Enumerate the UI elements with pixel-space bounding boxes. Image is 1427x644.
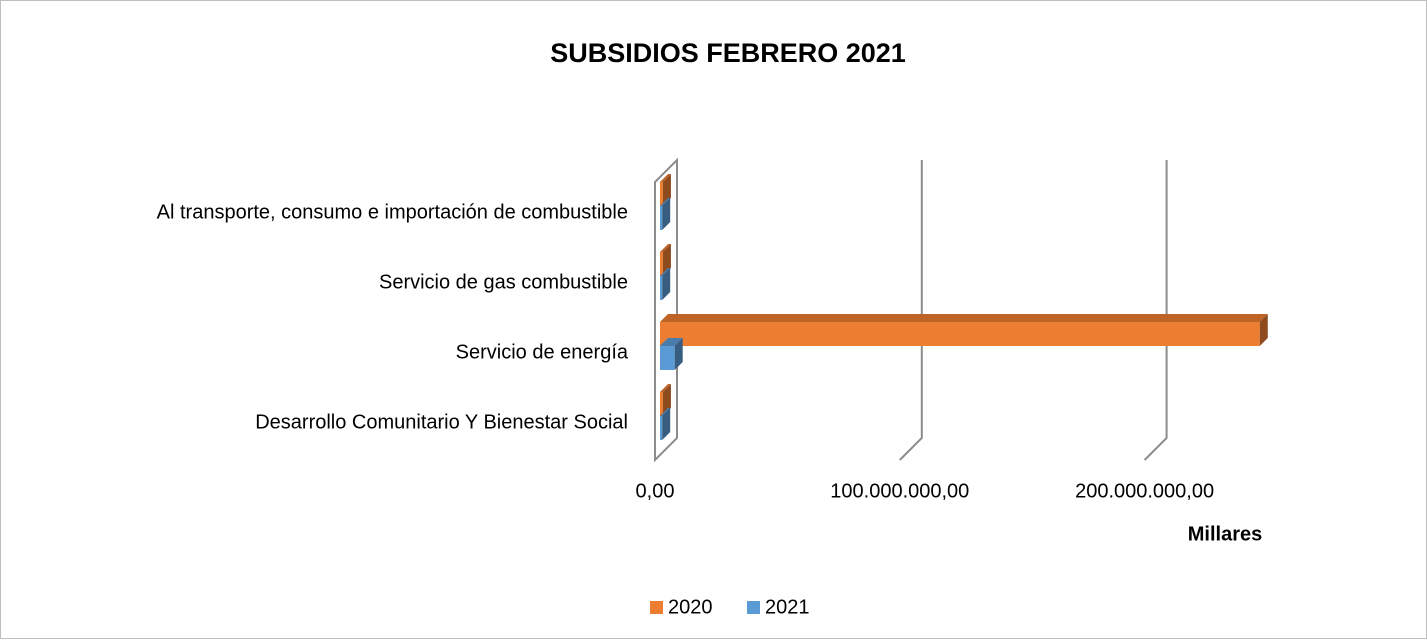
bar-face [660, 338, 683, 346]
bar-face [660, 322, 1260, 346]
bar [660, 338, 683, 370]
side-wall [654, 157, 678, 463]
legend-swatch [747, 601, 760, 614]
x-tick-label: 100.000.000,00 [830, 480, 969, 502]
bar-face [662, 268, 671, 300]
bar-face [674, 338, 683, 370]
grid-line [899, 160, 923, 461]
legend-label: 2021 [765, 596, 810, 618]
bar-face [660, 314, 1268, 322]
bar-face [660, 384, 671, 392]
bar-face [662, 198, 671, 230]
bar-face [662, 408, 671, 440]
bar [660, 408, 671, 440]
bar-face [660, 416, 663, 440]
bar-face [660, 206, 663, 230]
x-axis-label: Millares [1188, 523, 1262, 545]
legend-label: 2020 [668, 596, 713, 618]
bar-face [660, 252, 663, 276]
y-tick-label: Servicio de energía [456, 341, 629, 363]
bar-face [660, 408, 671, 416]
x-tick-label: 0,00 [636, 480, 675, 502]
bar-face [660, 174, 671, 182]
bar-face [660, 198, 671, 206]
bar-face [660, 268, 671, 276]
y-tick-label: Servicio de gas combustible [379, 271, 628, 293]
x-tick-label: 200.000.000,00 [1075, 480, 1214, 502]
bar [660, 198, 671, 230]
legend-swatch [650, 601, 663, 614]
bar-face [660, 346, 675, 370]
bar [660, 314, 1268, 346]
bar-face [660, 244, 671, 252]
y-tick-label: Desarrollo Comunitario Y Bienestar Socia… [255, 411, 628, 433]
y-tick-label: Al transporte, consumo e importación de … [157, 201, 628, 223]
chart-title: SUBSIDIOS FEBRERO 2021 [550, 38, 906, 68]
bar [660, 268, 671, 300]
grid-line [1143, 160, 1168, 461]
bar-face [1259, 314, 1268, 346]
bar-face [660, 392, 663, 416]
bar-face [660, 182, 663, 206]
bar-face [660, 276, 663, 300]
